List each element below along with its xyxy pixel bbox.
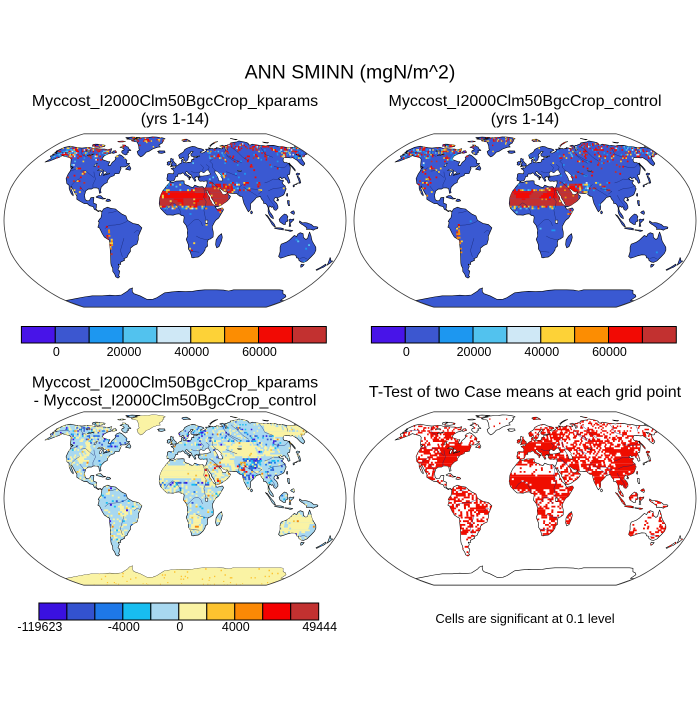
svg-text:-4000: -4000 (108, 620, 140, 634)
svg-text:0: 0 (176, 620, 183, 634)
svg-text:4000: 4000 (222, 620, 250, 634)
svg-text:T-Test of two Case means at ea: T-Test of two Case means at each grid po… (369, 384, 682, 401)
svg-text:Myccost_I2000Clm50BgcCrop_kpar: Myccost_I2000Clm50BgcCrop_kparams (32, 375, 318, 392)
svg-text:(yrs 1-14): (yrs 1-14) (491, 111, 559, 128)
svg-text:40000: 40000 (524, 345, 559, 359)
svg-text:40000: 40000 (174, 345, 209, 359)
svg-text:-119623: -119623 (17, 620, 62, 634)
svg-text:0: 0 (53, 345, 60, 359)
svg-text:ANN SMINN (mgN/m^2): ANN SMINN (mgN/m^2) (245, 62, 456, 84)
svg-text:Myccost_I2000Clm50BgcCrop_kpar: Myccost_I2000Clm50BgcCrop_kparams (32, 93, 318, 110)
svg-text:(yrs 1-14): (yrs 1-14) (141, 111, 209, 128)
svg-text:Cells are significant at 0.1 l: Cells are significant at 0.1 level (435, 611, 614, 626)
svg-text:20000: 20000 (107, 345, 142, 359)
svg-text:20000: 20000 (457, 345, 492, 359)
svg-text:Myccost_I2000Clm50BgcCrop_cont: Myccost_I2000Clm50BgcCrop_control (388, 93, 661, 110)
svg-text:- Myccost_I2000Clm50BgcCrop_co: - Myccost_I2000Clm50BgcCrop_control (34, 393, 317, 410)
svg-text:60000: 60000 (242, 345, 277, 359)
svg-text:49444: 49444 (302, 620, 337, 634)
svg-text:0: 0 (403, 345, 410, 359)
svg-text:60000: 60000 (592, 345, 627, 359)
